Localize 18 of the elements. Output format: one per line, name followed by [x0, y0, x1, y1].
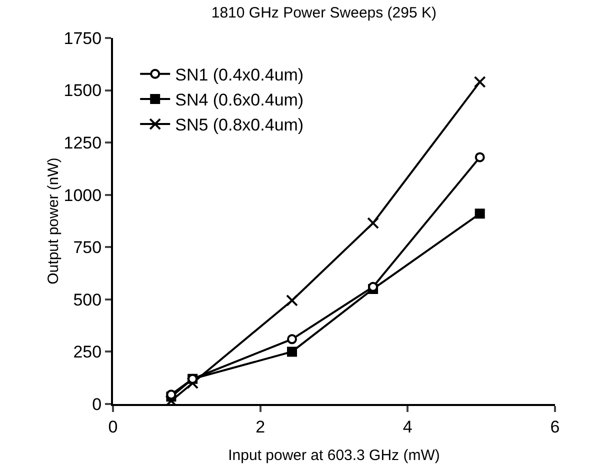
x-tick-label: 6: [550, 417, 560, 436]
y-tick-label: 750: [73, 238, 102, 258]
x-tick-label: 0: [108, 417, 118, 436]
y-tick-label: 250: [73, 342, 102, 362]
y-tick-label: 1750: [64, 28, 102, 48]
chart-title: 1810 GHz Power Sweeps (295 K): [211, 4, 437, 22]
legend-label: SN5 (0.8x0.4um): [175, 116, 304, 135]
y-tick-label: 0: [92, 394, 102, 414]
legend-label: SN4 (0.6x0.4um): [175, 90, 304, 110]
y-axis-title: Output power (nW): [44, 158, 62, 284]
x-axis-title: Input power at 603.3 GHz (mW): [228, 447, 440, 464]
y-tick-label: 1250: [64, 134, 102, 153]
y-tick-label: 1500: [64, 81, 102, 100]
x-tick-label: 4: [402, 417, 412, 436]
y-tick-label: 500: [73, 290, 102, 310]
legend-label: SN1 (0.4x0.4um): [175, 65, 304, 84]
x-tick-label: 2: [256, 417, 266, 436]
y-tick-label: 1000: [64, 186, 102, 205]
